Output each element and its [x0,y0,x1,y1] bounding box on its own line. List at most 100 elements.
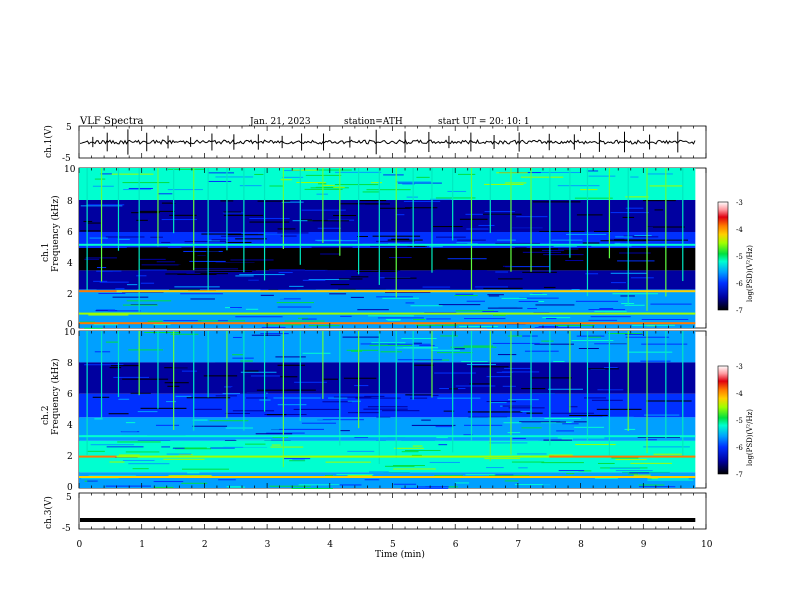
spectral-speckle [249,221,290,223]
spectral-speckle [117,441,161,443]
spectral-speckle [138,258,166,260]
spectral-speckle [278,370,318,372]
spectral-speckle [161,446,171,448]
spectral-speckle [322,401,352,403]
spectral-speckle [266,482,310,484]
spectral-speckle [590,316,631,318]
spectral-speckle [207,271,253,273]
spectral-speckle [636,182,680,184]
spectral-speckle [286,389,316,391]
spectral-speckle [495,271,509,273]
spectral-speckle [412,335,445,337]
spectral-speckle [425,486,449,488]
spectral-speckle [377,317,424,319]
spectral-speckle [166,401,177,403]
spectral-speckle [254,173,264,175]
spectral-speckle [240,392,267,394]
spectral-speckle [561,438,573,440]
spectral-speckle [519,297,559,299]
spectral-speckle [594,477,618,479]
spectral-speckle [528,481,550,483]
spectral-speckle [219,266,265,268]
ch2-ytick-2: 2 [67,452,73,462]
spectral-speckle [242,298,284,300]
spectral-speckle [574,197,613,199]
spectral-speckle [333,215,357,217]
spectral-speckle [351,350,363,352]
spectral-speckle [620,242,632,244]
spectral-speckle [333,396,372,398]
spectral-speckle [140,282,155,284]
spectral-speckle [282,176,304,178]
spectral-speckle [482,311,499,313]
spectral-speckle [496,306,520,308]
spectral-speckle [279,428,324,430]
ch1-spectrogram-panel: 10 8 6 4 2 0 ch.1 Frequency (kHz) [41,165,707,330]
spectral-speckle [610,314,621,316]
spectral-speckle [250,375,280,377]
spectral-speckle [452,252,472,254]
x-tick-label: 10 [701,540,713,550]
spectral-speckle [249,354,271,356]
spectral-speckle [245,443,266,445]
spectral-speckle [578,470,592,472]
spectral-speckle [172,202,184,204]
spectral-speckle [404,207,438,209]
spectral-speckle [610,272,648,274]
spectral-speckle [615,470,653,472]
spectral-speckle [356,374,365,376]
spectral-speckle [407,245,427,247]
spectral-speckle [243,446,290,448]
spectral-speckle [181,482,208,484]
sferic-streak [569,331,571,413]
ch1-ytick-0: 0 [67,320,73,330]
ch2-ytick-4: 4 [67,421,73,431]
spectral-speckle [588,175,616,177]
spectral-speckle [294,381,327,383]
spectral-speckle [93,280,108,282]
spectral-speckle [413,318,426,320]
header-start-time: start UT = 20: 10: 1 [438,117,530,127]
spectral-speckle [549,209,577,211]
spectral-speckle [272,436,289,438]
spectral-speckle [84,327,103,329]
ch1-ytick-6: 6 [67,228,73,238]
spectral-speckle [357,309,389,311]
spectral-speckle [226,355,264,357]
spectral-speckle [402,183,415,185]
spectral-speckle [311,246,353,248]
spectral-speckle [269,185,284,187]
spectral-speckle [91,317,139,319]
spectral-speckle [116,320,130,322]
spectral-speckle [606,255,623,257]
spectral-speckle [100,173,112,175]
spectral-speckle [200,273,228,275]
spectral-speckle [498,278,523,280]
spectral-speckle [264,324,302,326]
spectral-speckle [576,335,605,337]
spectral-speckle [325,387,362,389]
spectral-speckle [585,273,599,275]
spectral-speckle [274,480,292,482]
spectral-speckle [348,412,380,414]
spectral-speckle [320,253,340,255]
spectral-speckle [351,357,384,359]
sferic-streak [86,331,88,455]
spectral-speckle [163,458,205,460]
spectral-speckle [467,411,508,413]
spectral-speckle [613,239,649,241]
spectral-speckle [154,285,177,287]
spectral-speckle [293,408,341,410]
spectral-speckle [170,333,199,335]
spectral-speckle [139,269,167,271]
spectral-speckle [122,459,155,461]
sferic-streak [470,331,473,441]
spectral-speckle [186,340,233,342]
spectral-speckle [80,288,106,290]
sferic-streak [243,331,245,431]
spectral-speckle [496,239,516,241]
spectral-speckle [122,378,169,380]
spectral-speckle [330,284,350,286]
spectral-speckle [89,237,108,239]
